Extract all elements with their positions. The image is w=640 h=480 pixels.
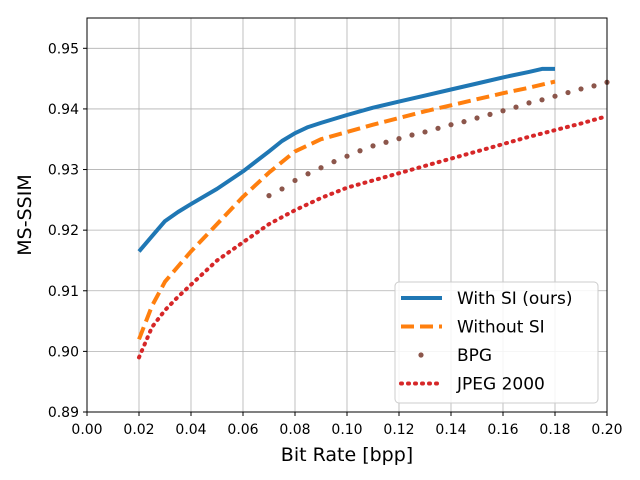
x-tick-label: 0.08: [279, 422, 310, 438]
series-line-without-si: [137, 79, 556, 341]
bpg-point: [344, 153, 350, 159]
bpg-point: [500, 108, 506, 114]
bpg-point: [565, 89, 571, 96]
y-tick-label: 0.91: [48, 284, 79, 300]
bpg-point: [474, 115, 480, 121]
legend-label-with-si-ours: With SI (ours): [457, 289, 573, 309]
series-without-si: [137, 79, 556, 341]
bpg-point: [396, 136, 402, 142]
series-bpg: [266, 79, 610, 199]
bpg-point: [318, 165, 324, 171]
x-tick-label: 0.02: [123, 422, 154, 438]
y-tick-label: 0.93: [48, 163, 79, 179]
x-axis-label: Bit Rate [bpp]: [281, 444, 413, 466]
legend: With SI (ours) Without SI BPG JPEG 2000: [394, 281, 599, 404]
legend-swatch-bpg: [418, 352, 424, 358]
legend-box: [394, 281, 599, 404]
series-jpeg-2000: [137, 114, 609, 360]
bpg-point: [422, 129, 428, 135]
y-tick-label: 0.92: [48, 223, 79, 239]
legend-label-jpeg-2000: JPEG 2000: [456, 375, 545, 395]
bpg-point: [461, 119, 467, 125]
plot-series: [137, 66, 610, 360]
bpg-point: [370, 143, 376, 149]
bpg-point: [292, 177, 298, 184]
x-tick-label: 0.00: [71, 422, 102, 438]
x-tick-label: 0.10: [331, 422, 362, 438]
x-tick-label: 0.20: [591, 422, 622, 438]
bpg-point: [513, 104, 519, 110]
bpg-point: [331, 159, 337, 165]
bpg-point: [552, 93, 558, 99]
bpg-point: [435, 125, 441, 131]
y-tick-label: 0.89: [48, 405, 79, 421]
bpg-point: [305, 171, 311, 177]
bpg-point: [487, 111, 493, 117]
legend-label-without-si: Without SI: [457, 318, 545, 338]
axis-ticks: 0.00 0.02 0.04 0.06 0.08 0.10 0.12 0.14 0.16 0.18…: [48, 41, 623, 438]
bpg-point: [279, 186, 285, 192]
bpg-point: [578, 86, 584, 92]
bpg-point: [409, 132, 415, 138]
bpg-point: [448, 122, 454, 128]
bpg-point: [383, 139, 389, 145]
series-line-jpeg-2000: [137, 114, 609, 360]
bpg-point: [539, 97, 545, 103]
y-tick-label: 0.90: [48, 344, 79, 360]
x-tick-label: 0.12: [383, 422, 414, 438]
x-tick-label: 0.04: [175, 422, 206, 438]
y-tick-label: 0.94: [48, 102, 79, 118]
bpg-point: [591, 83, 597, 89]
x-tick-label: 0.16: [487, 422, 518, 438]
bpg-point: [357, 148, 363, 154]
y-axis-label: MS-SSIM: [14, 174, 36, 255]
x-tick-label: 0.14: [435, 422, 466, 438]
bpg-point: [526, 100, 532, 106]
bpg-point: [266, 193, 272, 199]
y-tick-label: 0.95: [48, 41, 79, 57]
x-tick-label: 0.06: [227, 422, 258, 438]
x-tick-label: 0.18: [539, 422, 570, 438]
series-line-with-si-ours: [137, 66, 555, 253]
legend-label-bpg: BPG: [457, 346, 492, 366]
series-with-si-ours: [137, 66, 555, 253]
